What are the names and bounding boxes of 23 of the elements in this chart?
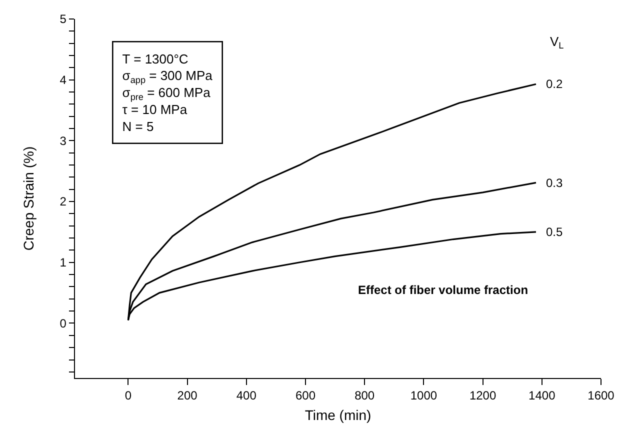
y-axis-title: Creep Strain (%) <box>20 146 36 251</box>
x-tick-label: 600 <box>295 388 316 403</box>
x-tick-label: 1600 <box>588 388 615 403</box>
x-axis-title: Time (min) <box>304 406 372 423</box>
x-tick-label: 1400 <box>528 388 556 403</box>
text: T = 1300°C σ$_{app}$ = 300 MPa σ$_{pre}$ = 600 MPa τ = 10 MPa N = 5 <box>122 51 212 134</box>
x-tick-label: 0 <box>124 388 132 403</box>
y-tick-label: 4 <box>60 73 67 88</box>
x-tick-label: 200 <box>177 388 198 403</box>
legend-title: V$_{L}$ <box>550 34 564 51</box>
y-tick-label: 3 <box>60 134 67 148</box>
series-label: 0.3 <box>546 176 564 190</box>
x-tick-label: 800 <box>354 388 375 403</box>
x-tick-label: 400 <box>236 388 257 403</box>
annotation: Effect of fiber volume fraction <box>358 283 528 297</box>
y-tick-label: 2 <box>60 194 67 209</box>
series-label: 0.2 <box>546 77 564 91</box>
series-label: 0.5 <box>546 225 564 239</box>
x-tick-label: 1000 <box>410 388 438 403</box>
x-tick-label: 1200 <box>469 388 496 403</box>
y-tick-label: 1 <box>60 256 67 270</box>
y-tick-label: 5 <box>60 12 67 26</box>
y-tick-label: 0 <box>60 316 67 330</box>
